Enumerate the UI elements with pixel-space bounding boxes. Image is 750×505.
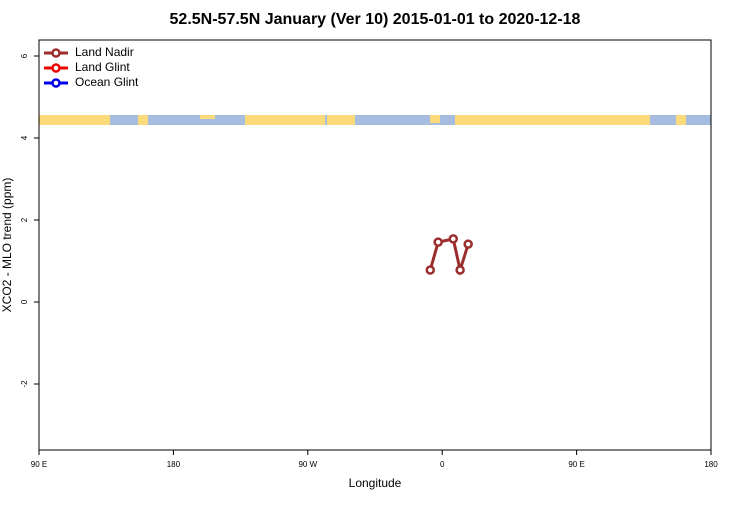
y-tick-label: 0 (20, 299, 29, 304)
legend-label: Land Nadir (75, 45, 134, 59)
y-axis-label: XCO2 - MLO trend (ppm) (0, 178, 14, 313)
y-tick-label: 2 (20, 217, 29, 222)
land-mask (39, 115, 711, 125)
legend-marker (51, 48, 61, 58)
point (448, 234, 459, 244)
x-tick-label: 90 E (31, 460, 47, 469)
x-axis-label: Longitude (349, 476, 402, 490)
point (425, 265, 436, 275)
y-tick-label: 6 (20, 53, 29, 58)
y-tick-label: -2 (20, 380, 29, 388)
point (433, 237, 443, 247)
x-tick-label: 0 (440, 460, 445, 469)
legend-marker (51, 63, 61, 73)
x-tick-label: 180 (167, 460, 181, 469)
plot-frame (38, 39, 712, 451)
legend-label: Ocean Glint (75, 75, 139, 89)
x-tick-label: 180 (704, 460, 718, 469)
point (455, 265, 465, 275)
legend-label: Land Glint (75, 60, 130, 74)
x-tick-label: 90 W (298, 460, 317, 469)
y-tick-label: 4 (20, 135, 29, 140)
legend-marker (51, 78, 61, 88)
x-tick-label: 90 E (568, 460, 584, 469)
point (463, 239, 473, 249)
chart-title: 52.5N-57.5N January (Ver 10) 2015-01-01 … (170, 11, 581, 28)
